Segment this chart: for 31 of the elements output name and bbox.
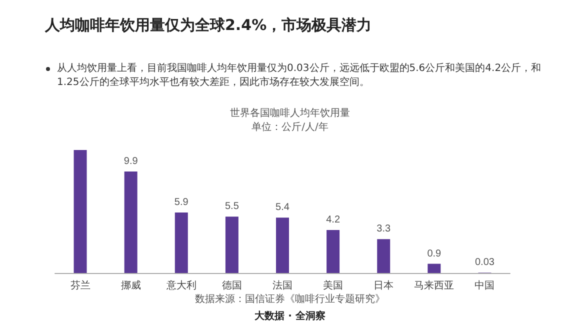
bar: [74, 150, 87, 273]
x-tick-label: 法国: [272, 280, 292, 292]
chart-subtitle: 从人均饮用量上看，目前我国咖啡人均年饮用量仅为0.03公斤，远远低于欧盟的5.6公斤和美国的4.2公斤，和1.25公斤的全球平均水平也有较大差距，因此市场存在较大发展空间。: [56, 62, 542, 90]
bar: [428, 264, 441, 273]
data-label: 9.9: [124, 156, 138, 168]
x-tick-label: 美国: [323, 280, 344, 292]
bar: [326, 230, 340, 273]
bar: [377, 239, 390, 273]
bar: [225, 216, 238, 273]
x-tick-label: 意大利: [165, 280, 196, 292]
x-tick-label: 德国: [222, 280, 242, 292]
data-label: 5.9: [174, 197, 189, 208]
source-note: 数据来源：国信证券《咖啡行业专题研究》: [194, 292, 386, 306]
x-tick-label: 中国: [474, 280, 495, 292]
data-label: 3.3: [376, 224, 391, 235]
x-tick-label: 马来西亚: [414, 280, 454, 292]
chart-title: 人均咖啡年饮用量仅为全球2.4%，市场极具潜力: [45, 16, 372, 35]
x-tick-label: 芬兰: [70, 280, 90, 292]
x-tick-label: 挪威: [120, 280, 141, 292]
text: 大数据 · 全洞察: [254, 310, 326, 323]
data-label: 0.03: [474, 257, 495, 268]
data-label: 0.9: [427, 248, 442, 260]
data-label: 5.4: [276, 202, 290, 214]
bar: [124, 172, 138, 273]
bar: [174, 212, 188, 273]
bar: [276, 218, 289, 273]
text: 世界各国咖啡人均年饮用量: [229, 106, 351, 120]
data-label: 5.5: [224, 201, 240, 212]
data-label: 4.2: [326, 214, 340, 226]
x-tick-label: 日本: [374, 280, 394, 292]
text: 单位：公斤/人/年: [250, 120, 330, 134]
